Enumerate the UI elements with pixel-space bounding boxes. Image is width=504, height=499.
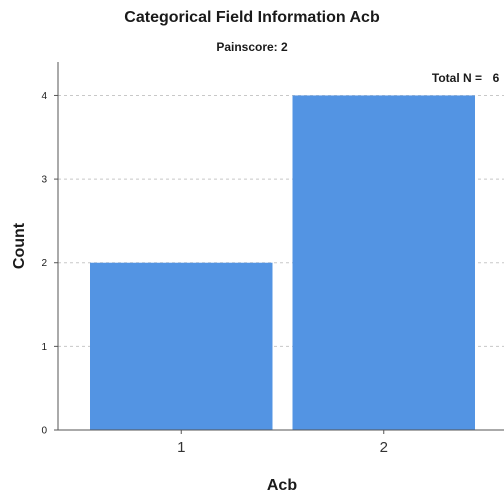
y-tick-labels: 0 1 2 3 4	[41, 91, 47, 437]
y-tick-label: 4	[41, 91, 47, 102]
y-tick-label: 3	[41, 175, 47, 186]
bar	[90, 262, 273, 430]
y-tick-label: 2	[41, 258, 47, 269]
axes	[54, 62, 504, 434]
total-n-value: 6	[493, 71, 500, 85]
y-tick-label: 1	[41, 342, 47, 353]
x-tick-label: 1	[177, 439, 185, 456]
bars	[90, 95, 475, 431]
y-axis-label: Count	[11, 222, 28, 269]
total-n-label: Total N =	[432, 71, 482, 85]
x-tick-label: 2	[380, 439, 388, 456]
chart-subtitle: Painscore: 2	[216, 40, 288, 54]
y-tick-label: 0	[41, 426, 47, 437]
bar	[292, 95, 475, 431]
chart-title: Categorical Field Information Acb	[124, 9, 380, 26]
x-axis-label: Acb	[267, 477, 297, 494]
